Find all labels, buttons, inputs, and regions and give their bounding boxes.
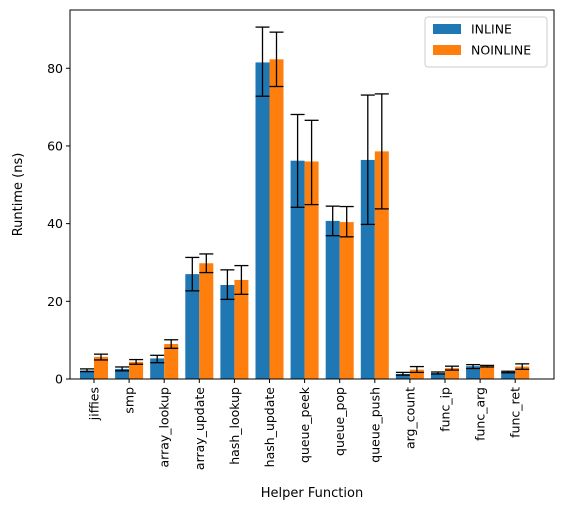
bar-inline-array_lookup xyxy=(150,358,165,379)
legend-label-inline: INLINE xyxy=(471,22,512,37)
error-bar-noinline-array_update xyxy=(199,253,214,274)
error-bar-inline-array_update xyxy=(185,256,200,292)
error-bar-inline-queue_peek xyxy=(290,113,305,208)
bar-inline-hash_lookup xyxy=(220,285,235,379)
error-bar-inline-jiffies xyxy=(80,368,94,373)
error-bar-noinline-jiffies xyxy=(94,353,108,361)
error-bar-inline-queue_pop xyxy=(325,205,340,237)
bar-inline-queue_pop xyxy=(325,220,340,379)
error-bar-noinline-array_lookup xyxy=(164,339,179,349)
bar-noinline-hash_lookup xyxy=(234,279,249,379)
bar-noinline-smp xyxy=(129,361,144,379)
bar-noinline-queue_pop xyxy=(339,222,354,379)
x-tick-label-arg_count: arg_count xyxy=(402,387,417,449)
bar-inline-queue_push xyxy=(360,159,375,379)
error-bar-inline-smp xyxy=(115,366,130,372)
bar-inline-func_ret xyxy=(501,372,516,379)
error-bar-noinline-smp xyxy=(129,358,144,365)
bar-noinline-array_lookup xyxy=(164,344,179,379)
bar-inline-smp xyxy=(115,368,130,379)
x-tick-label-array_lookup: array_lookup xyxy=(157,387,172,468)
y-axis-label: Runtime (ns) xyxy=(11,153,26,237)
x-tick-label-array_update: array_update xyxy=(192,387,207,470)
error-bar-inline-func_ret xyxy=(501,370,516,374)
x-tick-label-func_arg: func_arg xyxy=(473,387,488,441)
x-tick-label-func_ip: func_ip xyxy=(438,387,453,432)
bar-inline-func_ip xyxy=(431,373,445,379)
y-tick-label-60: 60 xyxy=(47,138,63,153)
legend-swatch-noinline xyxy=(433,45,461,55)
x-tick-label-queue_push: queue_push xyxy=(367,387,382,463)
legend-swatch-inline xyxy=(433,24,461,34)
bar-noinline-hash_update xyxy=(269,59,284,380)
error-bar-inline-queue_push xyxy=(360,94,375,226)
y-tick-label-0: 0 xyxy=(55,372,63,387)
error-bar-noinline-func_ip xyxy=(445,365,459,371)
bar-inline-jiffies xyxy=(80,370,94,379)
x-tick-label-jiffies: jiffies xyxy=(87,387,102,421)
error-bar-noinline-func_ret xyxy=(515,363,530,370)
x-axis-label: Helper Function xyxy=(261,486,363,501)
legend: INLINE NOINLINE xyxy=(424,16,548,68)
error-bar-noinline-hash_lookup xyxy=(234,264,249,295)
y-tick-label-80: 80 xyxy=(47,61,63,76)
bar-noinline-func_arg xyxy=(480,366,495,379)
bar-noinline-arg_count xyxy=(409,369,424,379)
plot-frame xyxy=(69,9,555,380)
error-bar-noinline-queue_push xyxy=(374,93,389,210)
error-bar-inline-func_arg xyxy=(466,363,481,370)
x-tick-label-hash_lookup: hash_lookup xyxy=(227,387,242,465)
error-bar-noinline-hash_update xyxy=(269,31,284,88)
bar-noinline-func_ip xyxy=(445,368,459,379)
bar-inline-func_arg xyxy=(466,366,481,379)
error-bar-noinline-queue_peek xyxy=(304,119,319,206)
error-bar-inline-hash_update xyxy=(255,26,270,97)
bar-inline-array_update xyxy=(185,274,200,379)
x-tick-label-queue_pop: queue_pop xyxy=(332,387,347,456)
bar-noinline-jiffies xyxy=(94,356,108,379)
error-bar-inline-arg_count xyxy=(395,371,410,376)
legend-label-noinline: NOINLINE xyxy=(471,43,531,58)
error-bar-inline-array_lookup xyxy=(150,354,165,364)
bar-inline-queue_peek xyxy=(290,160,305,379)
bar-noinline-array_update xyxy=(199,263,214,379)
x-tick-label-queue_peek: queue_peek xyxy=(297,386,312,463)
x-tick-label-smp: smp xyxy=(122,387,137,414)
error-bar-inline-func_ip xyxy=(431,371,445,375)
error-bar-inline-hash_lookup xyxy=(220,269,235,301)
bar-noinline-queue_peek xyxy=(304,161,319,379)
x-tick-label-func_ret: func_ret xyxy=(508,387,523,438)
y-tick-label-20: 20 xyxy=(47,294,63,309)
error-bar-noinline-func_arg xyxy=(480,364,495,368)
bar-inline-arg_count xyxy=(395,373,410,379)
bar-inline-hash_update xyxy=(255,62,270,380)
error-bar-noinline-queue_pop xyxy=(339,205,354,238)
x-tick-label-hash_update: hash_update xyxy=(262,387,277,468)
y-tick-label-40: 40 xyxy=(47,216,63,231)
error-bar-noinline-arg_count xyxy=(409,365,424,374)
